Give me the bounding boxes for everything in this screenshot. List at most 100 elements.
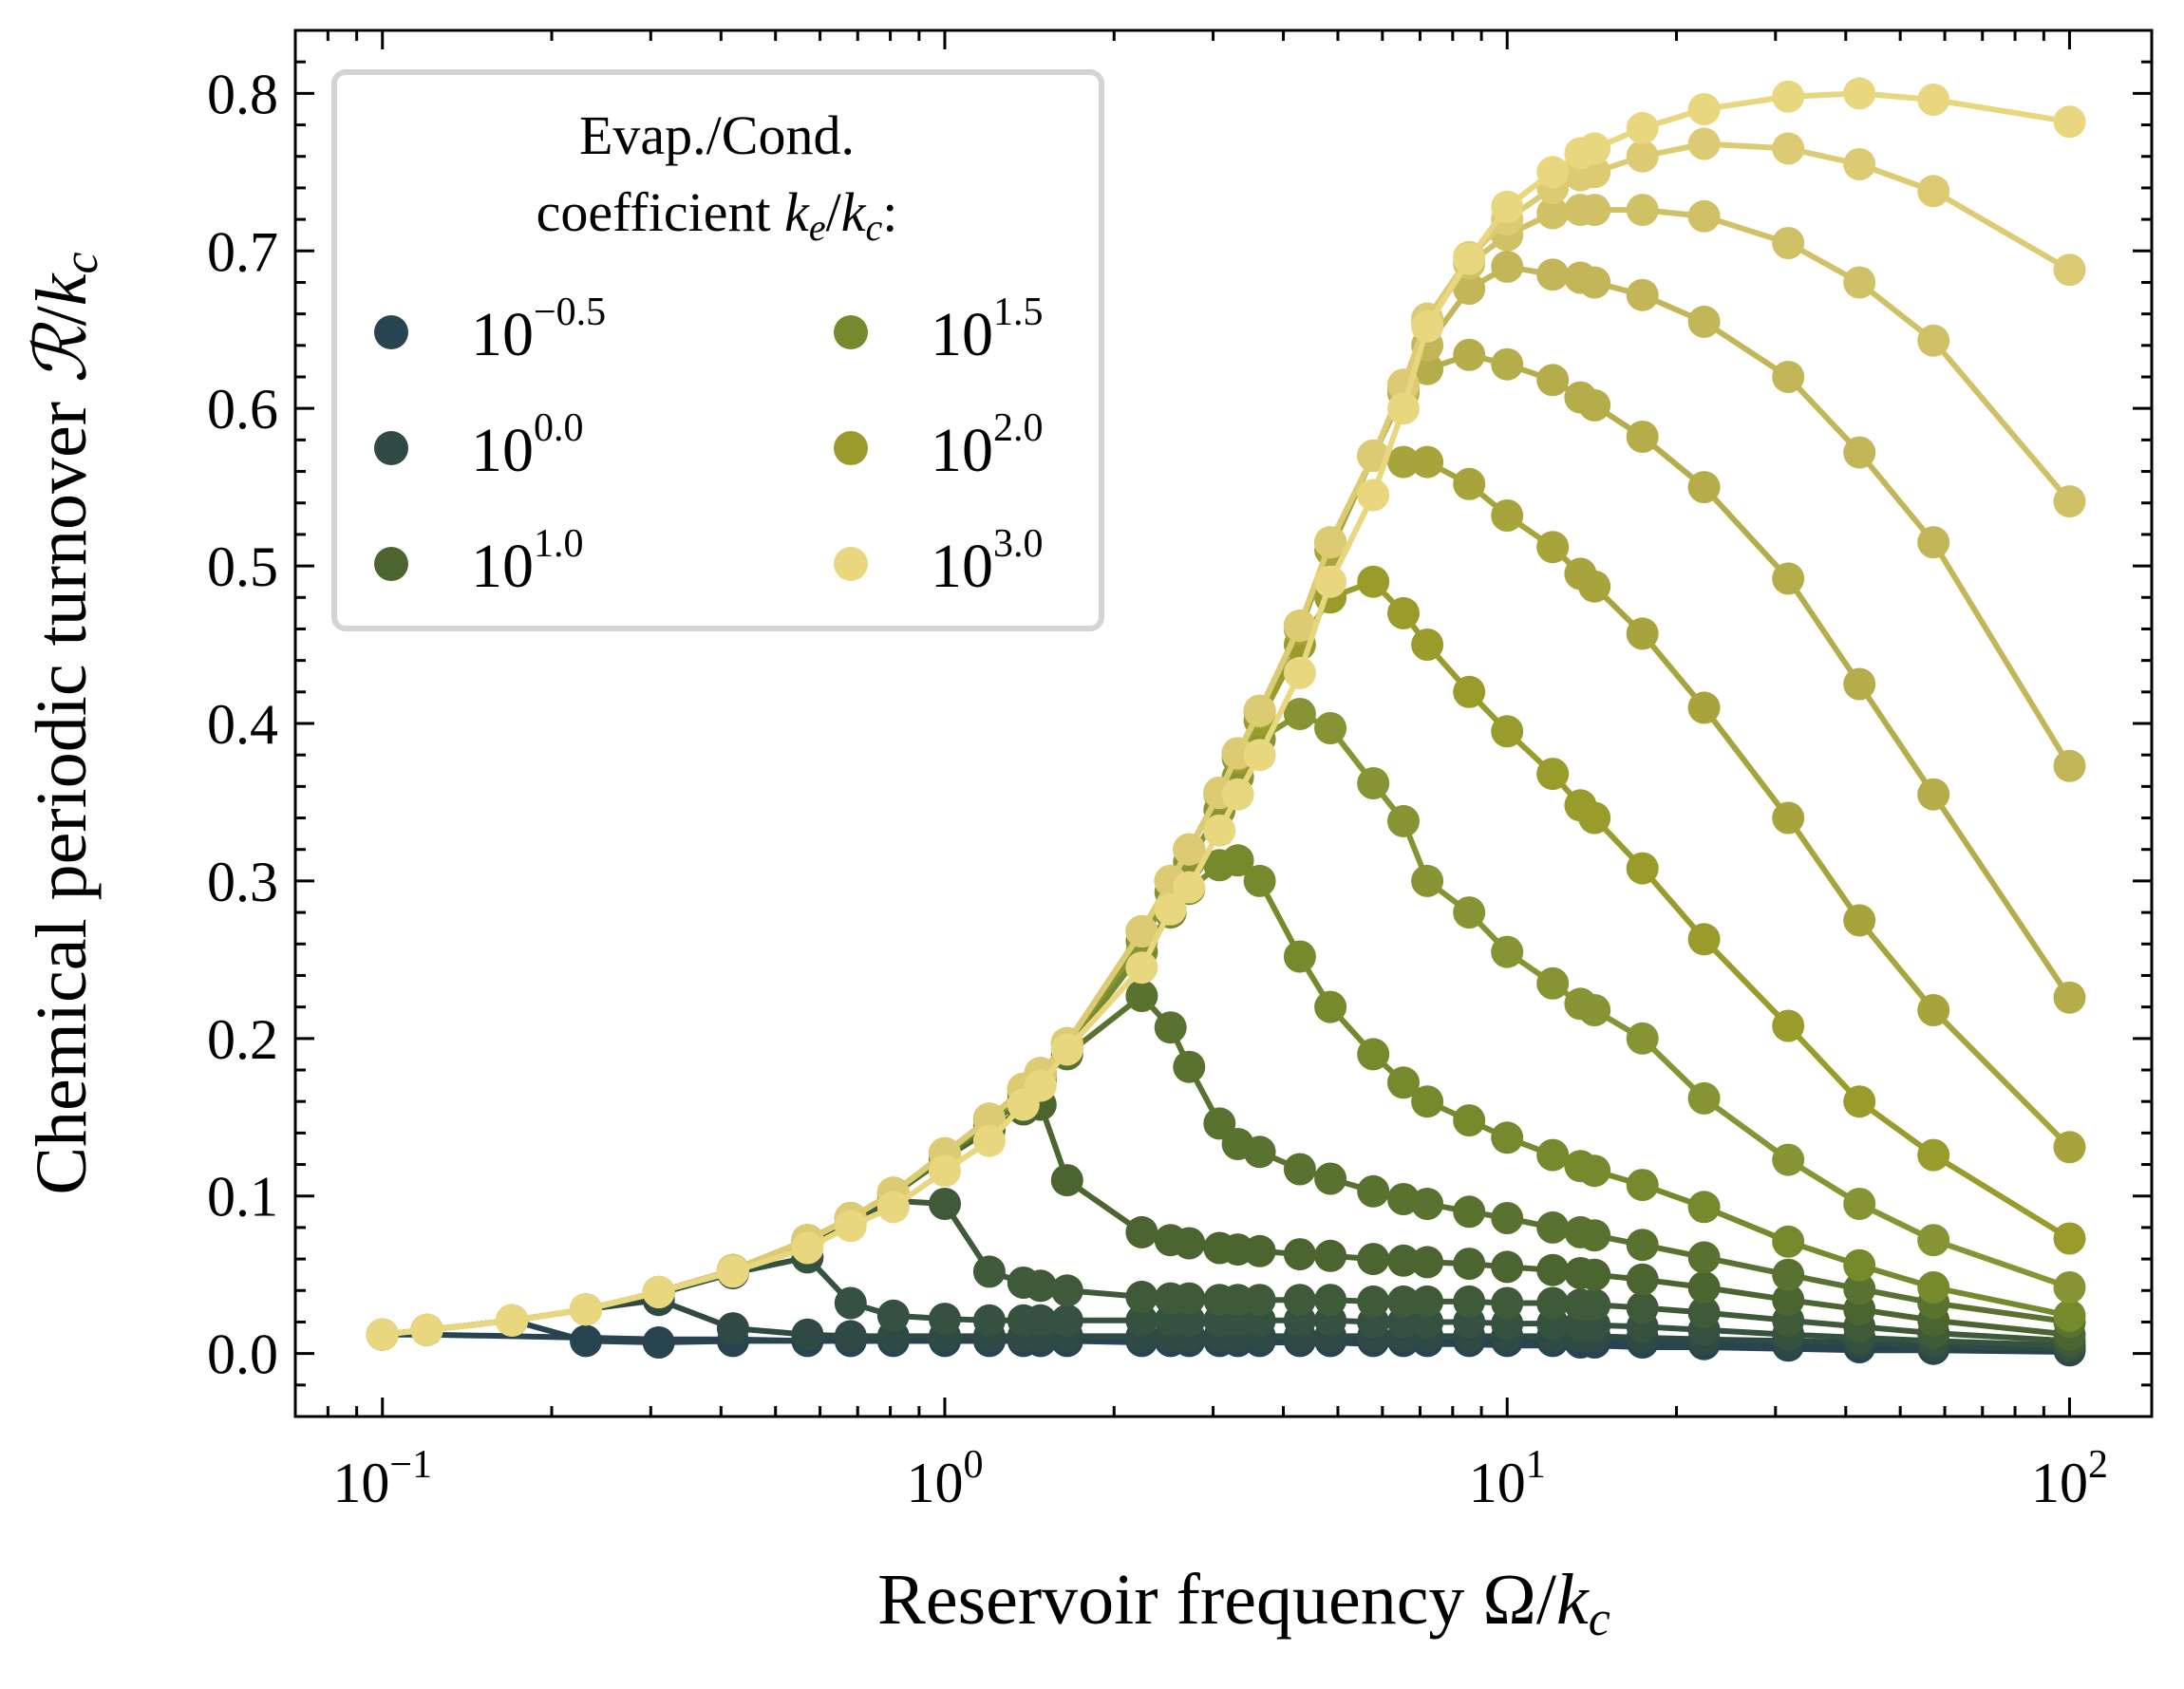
data-point — [2053, 105, 2086, 139]
data-point — [929, 1188, 961, 1220]
data-point — [1387, 445, 1420, 479]
data-point — [1536, 1286, 1570, 1320]
data-point — [1687, 1241, 1721, 1274]
data-point — [1917, 778, 1950, 811]
data-point — [1626, 194, 1659, 227]
data-point — [1687, 127, 1721, 160]
legend-title-line2: coefficient ke/kc: — [537, 181, 898, 249]
data-point — [1024, 1304, 1057, 1337]
data-point — [1843, 77, 1876, 110]
data-point — [1411, 445, 1444, 479]
data-point — [1453, 1195, 1486, 1229]
legend-label: 101.5 — [931, 291, 1044, 369]
data-point — [1411, 1188, 1444, 1220]
data-point — [1411, 1085, 1444, 1118]
legend-entry: 100.0 — [374, 406, 584, 485]
data-point — [1453, 272, 1486, 306]
data-point — [1917, 324, 1950, 357]
data-point — [1173, 1227, 1206, 1260]
series-15 — [366, 77, 2086, 1351]
data-point — [1024, 1069, 1057, 1102]
legend-box — [331, 69, 1104, 631]
data-point — [1843, 266, 1876, 299]
svg-text:Reservoir frequency Ω/kc: Reservoir frequency Ω/kc — [877, 1560, 1610, 1646]
data-point — [570, 1324, 602, 1358]
data-point — [1357, 565, 1390, 598]
data-point — [1387, 1066, 1420, 1099]
data-point — [1125, 951, 1158, 985]
data-point — [1917, 84, 1950, 116]
legend-label: 10−0.5 — [471, 291, 606, 369]
y-tick-label: 0.3 — [207, 851, 278, 913]
data-point — [1154, 1011, 1187, 1044]
data-point — [1578, 194, 1611, 227]
data-point — [972, 1255, 1006, 1288]
data-point — [1772, 1284, 1805, 1317]
legend-marker — [834, 315, 868, 349]
data-point — [1357, 767, 1390, 799]
data-point — [1453, 242, 1486, 275]
data-point — [1491, 935, 1524, 968]
data-point — [1536, 156, 1570, 189]
data-point — [1243, 694, 1276, 727]
data-point — [1387, 392, 1420, 425]
data-point — [1050, 1033, 1083, 1066]
data-point — [1411, 1246, 1444, 1279]
data-point — [1687, 305, 1721, 338]
data-point — [1917, 526, 1950, 559]
data-point — [972, 1102, 1006, 1135]
legend-label: 100.0 — [471, 406, 584, 485]
data-point — [1917, 994, 1950, 1026]
data-point — [2053, 749, 2086, 782]
data-point — [1314, 990, 1347, 1023]
data-point — [1283, 1238, 1316, 1271]
data-point — [1314, 565, 1347, 598]
y-tick-label: 0.2 — [207, 1008, 278, 1071]
svg-text:Chemical periodic turnover ℛ/k: Chemical periodic turnover ℛ/kc — [18, 252, 108, 1194]
data-point — [1917, 1138, 1950, 1172]
data-point — [1173, 871, 1206, 904]
data-point — [1125, 980, 1158, 1012]
data-point — [1453, 467, 1486, 500]
data-point — [1314, 712, 1347, 744]
data-point — [1536, 758, 1570, 791]
data-point — [1411, 629, 1444, 661]
data-point — [1578, 388, 1611, 422]
data-point — [1772, 361, 1805, 393]
legend-entry: 101.0 — [374, 522, 584, 601]
data-point — [1491, 190, 1524, 223]
data-point — [1125, 1304, 1158, 1337]
data-point — [1843, 1085, 1876, 1118]
legend-entry: 103.0 — [834, 522, 1044, 601]
data-point — [1024, 1269, 1057, 1303]
data-point — [716, 1255, 749, 1288]
data-point — [1687, 471, 1721, 504]
data-point — [2053, 485, 2086, 518]
data-point — [1687, 1081, 1721, 1115]
data-point — [366, 1318, 399, 1351]
data-point — [1536, 966, 1570, 1000]
data-point — [1050, 1164, 1083, 1197]
data-point — [1491, 250, 1524, 283]
data-point — [1283, 656, 1316, 689]
data-point — [791, 1231, 824, 1265]
legend-marker — [374, 315, 408, 349]
data-point — [1314, 1162, 1347, 1195]
data-point — [1578, 570, 1611, 603]
data-point — [1050, 1274, 1083, 1307]
data-point — [1357, 479, 1390, 512]
data-point — [1843, 1188, 1876, 1220]
data-point — [1687, 199, 1721, 233]
data-point — [1536, 1210, 1570, 1244]
data-point — [1536, 197, 1570, 230]
data-point — [1626, 617, 1659, 650]
data-point — [1243, 739, 1276, 772]
data-point — [642, 1275, 675, 1308]
data-point — [1772, 1009, 1805, 1042]
data-point — [1536, 1138, 1570, 1172]
legend-entry: 102.0 — [834, 406, 1044, 485]
data-point — [972, 1304, 1006, 1337]
data-point — [1173, 833, 1206, 866]
data-point — [1772, 801, 1805, 835]
legend-marker — [834, 547, 868, 581]
